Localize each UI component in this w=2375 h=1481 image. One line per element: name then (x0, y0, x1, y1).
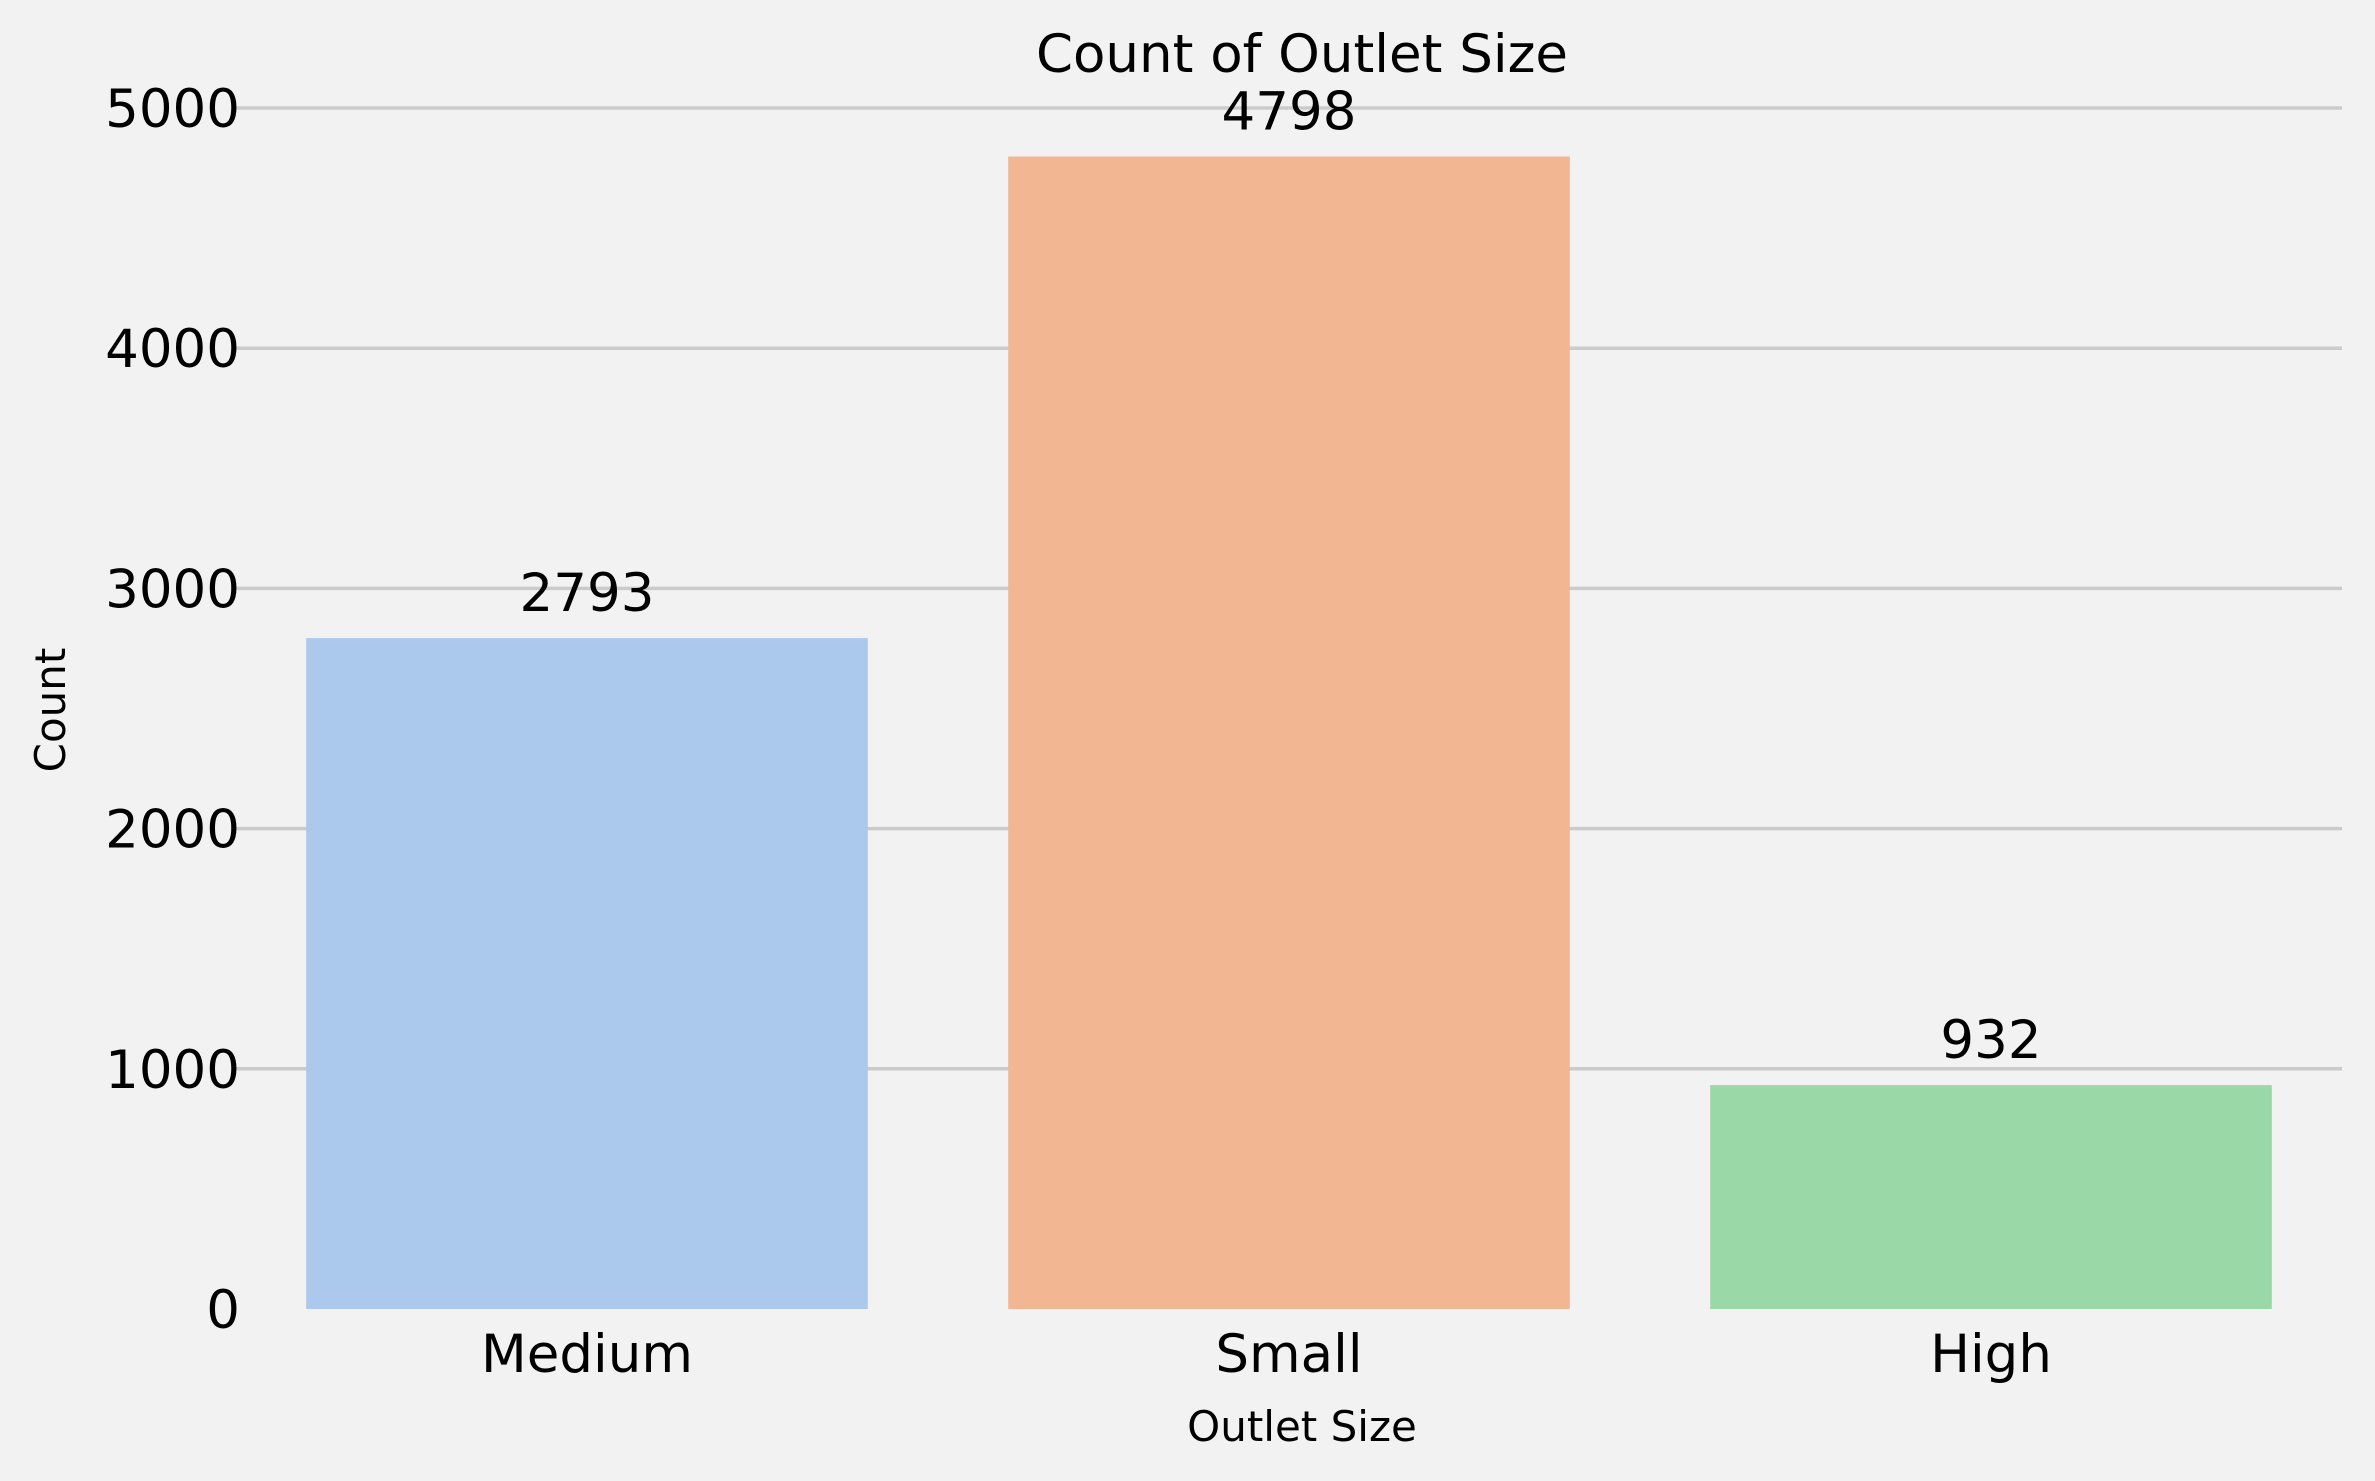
x-tick-labels: Medium Small High (481, 1324, 2052, 1385)
y-tick-label: 1000 (105, 1040, 240, 1101)
data-label-high: 932 (1940, 1010, 2041, 1071)
chart-title: Count of Outlet Size (1036, 24, 1568, 85)
bar-small (1008, 156, 1570, 1310)
bar-medium (306, 638, 868, 1309)
bars (306, 156, 2272, 1310)
y-axis-label: Count (26, 648, 75, 773)
x-axis-label: Outlet Size (1187, 1402, 1417, 1451)
y-tick-label: 4000 (105, 319, 240, 380)
data-label-medium: 2793 (520, 563, 655, 624)
x-tick-label-small: Small (1215, 1324, 1362, 1385)
y-tick-label: 3000 (105, 559, 240, 620)
y-tick-labels: 0 1000 2000 3000 4000 5000 (105, 79, 240, 1341)
y-tick-label: 0 (206, 1280, 240, 1341)
bar-high (1710, 1085, 2272, 1309)
y-tick-label: 2000 (105, 800, 240, 861)
x-tick-label-high: High (1930, 1324, 2052, 1385)
x-tick-label-medium: Medium (481, 1324, 693, 1385)
y-tick-label: 5000 (105, 79, 240, 140)
data-labels: 2793 4798 932 (520, 82, 2042, 1072)
data-label-small: 4798 (1222, 82, 1357, 143)
